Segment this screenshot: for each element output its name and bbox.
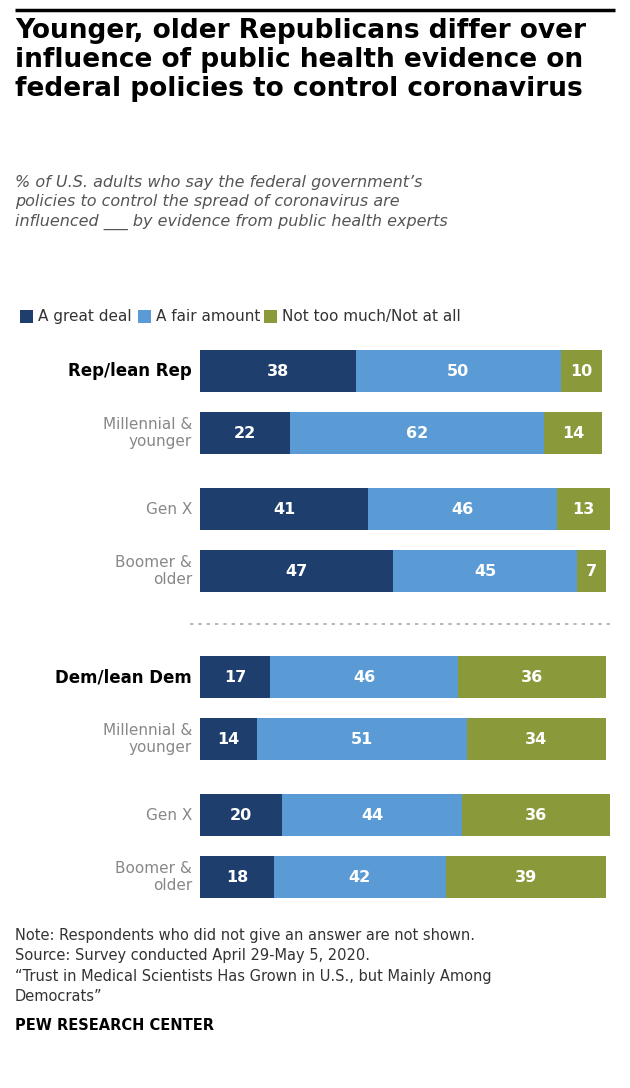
Text: A great deal: A great deal bbox=[38, 309, 132, 324]
Bar bbox=[290, 412, 544, 454]
Text: 20: 20 bbox=[230, 807, 252, 823]
Text: Gen X: Gen X bbox=[146, 502, 192, 517]
Bar bbox=[557, 489, 610, 530]
Text: Note: Respondents who did not give an answer are not shown.
Source: Survey condu: Note: Respondents who did not give an an… bbox=[15, 928, 491, 1004]
Bar bbox=[274, 856, 446, 898]
Text: 50: 50 bbox=[447, 363, 469, 379]
Text: Younger, older Republicans differ over
influence of public health evidence on
fe: Younger, older Republicans differ over i… bbox=[15, 18, 586, 102]
Text: Dem/lean Dem: Dem/lean Dem bbox=[55, 668, 192, 687]
Text: 44: 44 bbox=[361, 807, 383, 823]
Text: 39: 39 bbox=[515, 869, 537, 885]
Bar bbox=[258, 718, 466, 761]
Text: 46: 46 bbox=[451, 502, 474, 517]
Bar bbox=[200, 412, 290, 454]
Text: 34: 34 bbox=[525, 731, 547, 746]
Text: 36: 36 bbox=[525, 807, 547, 823]
Text: Not too much/Not at all: Not too much/Not at all bbox=[282, 309, 461, 324]
Bar bbox=[20, 310, 33, 323]
Text: 18: 18 bbox=[226, 869, 248, 885]
Text: 22: 22 bbox=[234, 425, 256, 441]
Text: 46: 46 bbox=[353, 669, 375, 684]
Text: 42: 42 bbox=[349, 869, 371, 885]
Bar bbox=[458, 656, 606, 698]
Bar bbox=[200, 656, 270, 698]
Bar bbox=[139, 310, 151, 323]
Text: 10: 10 bbox=[570, 363, 592, 379]
Bar bbox=[561, 350, 602, 392]
Bar bbox=[446, 856, 606, 898]
Bar bbox=[200, 856, 274, 898]
Text: Millennial &
younger: Millennial & younger bbox=[103, 418, 192, 448]
Text: 62: 62 bbox=[406, 425, 428, 441]
Text: 17: 17 bbox=[224, 669, 246, 684]
Text: Gen X: Gen X bbox=[146, 807, 192, 823]
Bar bbox=[462, 794, 610, 836]
Bar bbox=[270, 656, 458, 698]
Bar bbox=[200, 489, 368, 530]
Bar bbox=[200, 350, 356, 392]
Text: Millennial &
younger: Millennial & younger bbox=[103, 724, 192, 755]
Bar bbox=[200, 551, 392, 592]
Bar bbox=[200, 794, 282, 836]
Text: Rep/lean Rep: Rep/lean Rep bbox=[68, 362, 192, 380]
Text: Boomer &
older: Boomer & older bbox=[115, 555, 192, 586]
Text: 45: 45 bbox=[474, 564, 496, 579]
Text: 38: 38 bbox=[266, 363, 289, 379]
Text: Boomer &
older: Boomer & older bbox=[115, 862, 192, 892]
Text: 51: 51 bbox=[351, 731, 373, 746]
Bar bbox=[356, 350, 561, 392]
Bar bbox=[368, 489, 557, 530]
Text: 13: 13 bbox=[572, 502, 595, 517]
Bar bbox=[577, 551, 606, 592]
Bar bbox=[392, 551, 577, 592]
Text: 41: 41 bbox=[273, 502, 295, 517]
Text: PEW RESEARCH CENTER: PEW RESEARCH CENTER bbox=[15, 1018, 214, 1033]
Bar bbox=[264, 310, 277, 323]
Text: A fair amount: A fair amount bbox=[156, 309, 261, 324]
Text: 14: 14 bbox=[562, 425, 584, 441]
Text: 7: 7 bbox=[586, 564, 597, 579]
Text: % of U.S. adults who say the federal government’s
policies to control the spread: % of U.S. adults who say the federal gov… bbox=[15, 175, 448, 230]
Bar bbox=[544, 412, 602, 454]
Bar bbox=[282, 794, 462, 836]
Bar bbox=[466, 718, 606, 761]
Bar bbox=[200, 718, 258, 761]
Text: 14: 14 bbox=[217, 731, 240, 746]
Text: 47: 47 bbox=[285, 564, 307, 579]
Text: 36: 36 bbox=[521, 669, 543, 684]
